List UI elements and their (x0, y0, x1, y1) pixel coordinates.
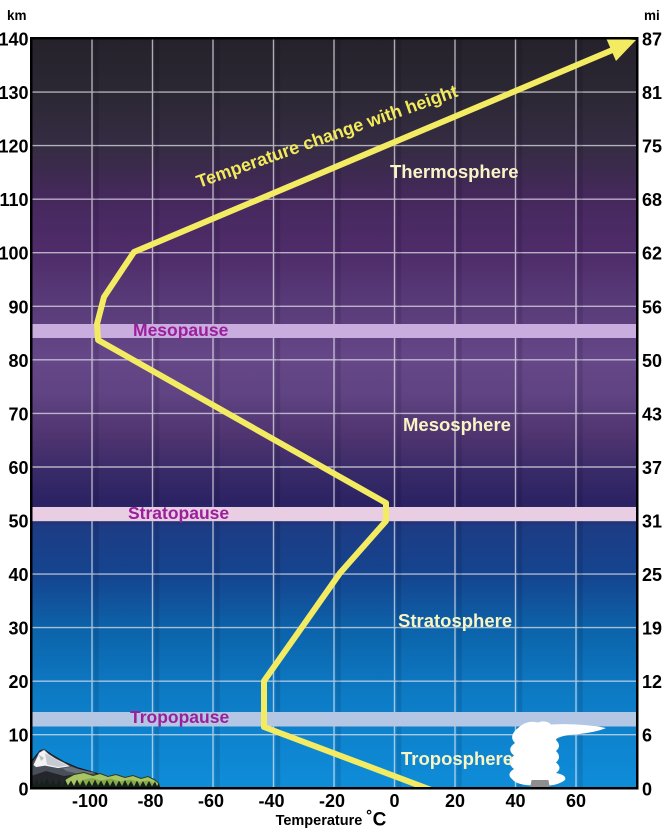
svg-text:20: 20 (445, 791, 465, 811)
svg-text:19: 19 (642, 619, 662, 639)
svg-text:Troposphere: Troposphere (401, 748, 513, 769)
svg-text:50: 50 (642, 351, 662, 371)
svg-text:30: 30 (8, 619, 28, 639)
svg-text:10: 10 (8, 726, 28, 746)
svg-text:110: 110 (0, 190, 29, 210)
svg-text:62: 62 (642, 244, 662, 264)
svg-text:56: 56 (642, 297, 662, 317)
svg-text:60: 60 (8, 458, 28, 478)
svg-text:40: 40 (8, 565, 28, 585)
svg-text:68: 68 (642, 190, 662, 210)
svg-text:40: 40 (505, 791, 525, 811)
svg-text:130: 130 (0, 83, 29, 103)
svg-text:81: 81 (642, 83, 662, 103)
svg-text:50: 50 (8, 512, 28, 532)
svg-text:Thermosphere: Thermosphere (390, 161, 519, 182)
svg-text:75: 75 (642, 137, 662, 157)
svg-text:-80: -80 (137, 791, 163, 811)
svg-text:87: 87 (642, 30, 662, 50)
svg-text:120: 120 (0, 137, 29, 157)
svg-text:43: 43 (642, 404, 662, 424)
svg-text:0: 0 (18, 779, 28, 799)
svg-text:70: 70 (8, 404, 28, 424)
svg-text:km: km (7, 8, 27, 23)
svg-text:-100: -100 (72, 791, 108, 811)
svg-text:-60: -60 (198, 791, 224, 811)
svg-text:25: 25 (642, 565, 662, 585)
svg-text:mi: mi (644, 8, 660, 23)
svg-text:Temperature ˚C: Temperature ˚C (276, 810, 387, 830)
svg-text:-20: -20 (319, 791, 345, 811)
svg-text:-40: -40 (258, 791, 284, 811)
svg-text:140: 140 (0, 30, 29, 50)
svg-text:Tropopause: Tropopause (130, 707, 229, 727)
svg-text:12: 12 (642, 672, 662, 692)
svg-text:20: 20 (8, 672, 28, 692)
svg-text:Mesopause: Mesopause (133, 320, 229, 340)
svg-text:80: 80 (8, 351, 28, 371)
svg-text:0: 0 (642, 779, 652, 799)
svg-text:6: 6 (642, 726, 652, 746)
svg-text:90: 90 (8, 297, 28, 317)
svg-text:Stratopause: Stratopause (128, 503, 229, 523)
svg-text:60: 60 (566, 791, 586, 811)
svg-text:37: 37 (642, 458, 662, 478)
svg-text:Stratosphere: Stratosphere (398, 610, 512, 631)
svg-text:0: 0 (389, 791, 399, 811)
svg-text:Mesosphere: Mesosphere (403, 414, 511, 435)
svg-text:100: 100 (0, 244, 29, 264)
svg-text:31: 31 (642, 512, 662, 532)
